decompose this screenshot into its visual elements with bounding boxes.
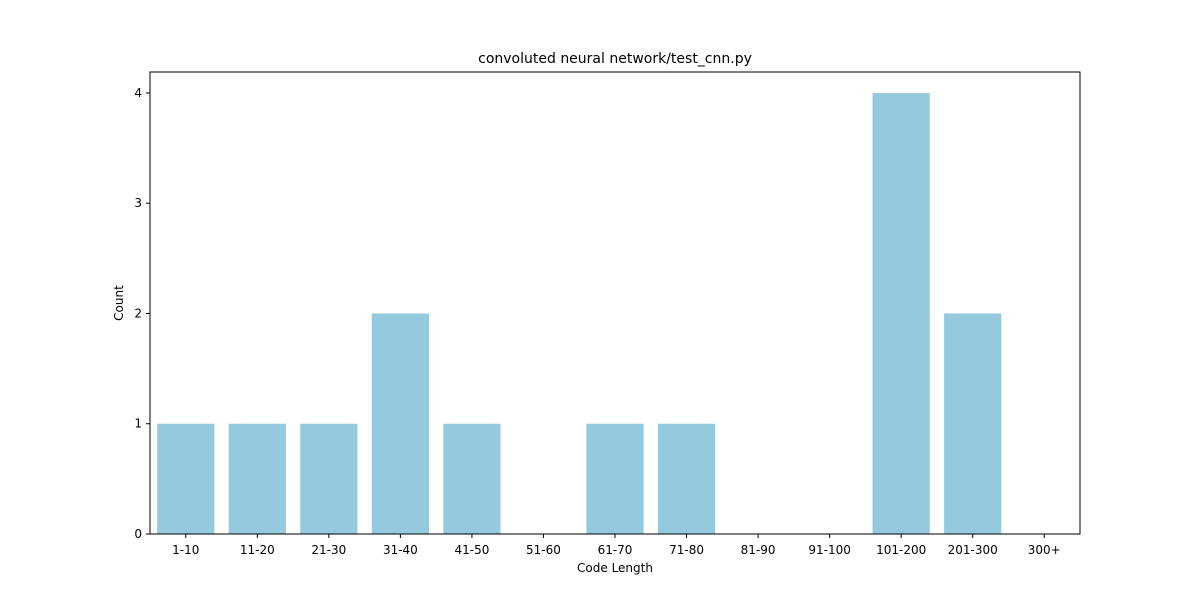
x-tick-label: 91-100 (808, 543, 851, 557)
bar-31-40 (371, 313, 429, 534)
bar-61-70 (586, 423, 644, 534)
x-axis: 1-10 11-20 21-30 31-40 41-50 51-60 61-70 71-80 8… (172, 534, 1061, 557)
bar-11-20 (228, 423, 286, 534)
bar-21-30 (300, 423, 358, 534)
y-tick-label: 4 (134, 86, 142, 100)
x-tick-label: 101-200 (876, 543, 926, 557)
y-tick-label: 0 (134, 527, 142, 541)
bar-1-10 (157, 423, 215, 534)
bars-group (157, 92, 1002, 534)
y-tick-label: 2 (134, 306, 142, 320)
x-tick-label: 41-50 (454, 543, 489, 557)
x-tick-label: 300+ (1028, 543, 1061, 557)
y-tick-label: 1 (134, 417, 142, 431)
x-tick-label: 81-90 (741, 543, 776, 557)
bar-101-200 (872, 92, 930, 534)
x-tick-label: 31-40 (383, 543, 418, 557)
x-tick-label: 51-60 (526, 543, 561, 557)
y-axis-label: Count (112, 285, 126, 321)
bar-41-50 (443, 423, 501, 534)
x-tick-label: 71-80 (669, 543, 704, 557)
x-tick-label: 61-70 (598, 543, 633, 557)
x-tick-label: 11-20 (240, 543, 275, 557)
x-tick-label: 21-30 (311, 543, 346, 557)
x-tick-label: 201-300 (948, 543, 998, 557)
x-axis-label: Code Length (577, 561, 653, 575)
y-tick-label: 3 (134, 196, 142, 210)
y-axis: 0 1 2 3 4 (134, 86, 150, 541)
bar-71-80 (657, 423, 716, 534)
chart-title: convoluted neural network/test_cnn.py (478, 51, 752, 67)
bar-201-300 (944, 313, 1002, 534)
x-tick-label: 1-10 (172, 543, 199, 557)
